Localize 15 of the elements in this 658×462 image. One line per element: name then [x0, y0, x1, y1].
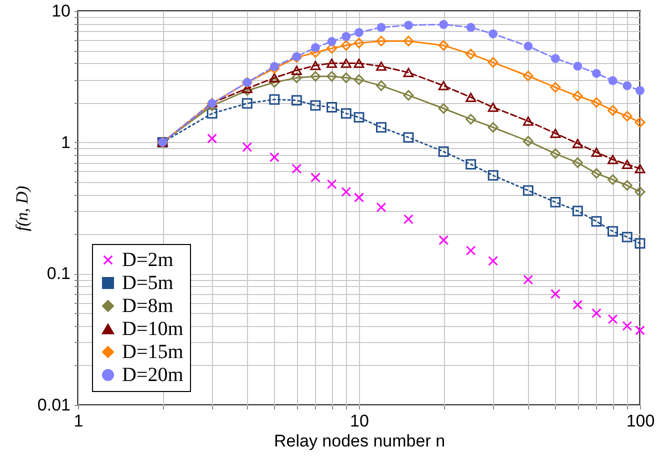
legend-label: D=2m [122, 249, 174, 271]
legend-label: D=20m [122, 364, 184, 386]
legend-label: D=5m [122, 272, 174, 294]
x-tick-label: 10 [350, 412, 369, 430]
y-tick-label: 0.01 [37, 396, 70, 414]
x-tick-label: 1 [74, 412, 84, 430]
y-axis-title: f(n, D) [12, 186, 32, 232]
y-tick-label: 10 [52, 2, 70, 20]
x-axis-title: Relay nodes number n [274, 432, 446, 450]
legend-label: D=8m [122, 295, 174, 317]
legend-label: D=15m [122, 341, 184, 363]
y-tick-label: 1 [61, 132, 70, 152]
y-tick-label: 0.1 [46, 264, 70, 284]
legend-label: D=10m [122, 318, 184, 340]
x-tick-label: 100 [626, 412, 655, 430]
